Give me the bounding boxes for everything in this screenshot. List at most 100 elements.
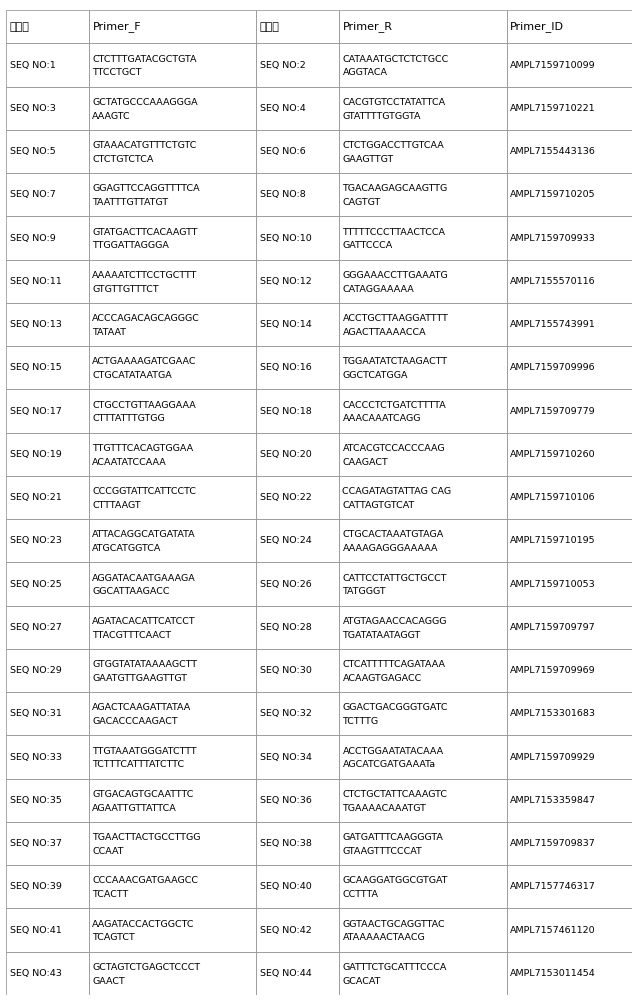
- Bar: [256, 476, 339, 519]
- Text: SEQ NO:41: SEQ NO:41: [10, 926, 61, 935]
- Text: AMPL7159709797: AMPL7159709797: [510, 623, 595, 632]
- Text: AMPL7159709969: AMPL7159709969: [510, 666, 595, 675]
- Bar: [339, 908, 507, 952]
- Text: TGATATAATAGGT: TGATATAATAGGT: [343, 631, 420, 640]
- Bar: [89, 606, 256, 649]
- Text: SEQ NO:1: SEQ NO:1: [10, 61, 56, 70]
- Bar: [6, 735, 89, 779]
- Text: AMPL7157461120: AMPL7157461120: [510, 926, 595, 935]
- Bar: [339, 130, 507, 173]
- Text: TCTTTG: TCTTTG: [343, 717, 378, 726]
- Bar: [507, 173, 632, 216]
- Bar: [339, 779, 507, 822]
- Text: ACAATATCCAAA: ACAATATCCAAA: [93, 458, 167, 467]
- Text: ACCCAGACAGCAGGGC: ACCCAGACAGCAGGGC: [93, 314, 200, 323]
- Text: SEQ NO:18: SEQ NO:18: [260, 407, 311, 416]
- Bar: [507, 389, 632, 433]
- Text: CCCAAACGATGAAGCC: CCCAAACGATGAAGCC: [93, 876, 198, 885]
- Text: CTGCATATAATGA: CTGCATATAATGA: [93, 371, 172, 380]
- Bar: [256, 173, 339, 216]
- Bar: [507, 865, 632, 908]
- Text: SEQ NO:15: SEQ NO:15: [10, 363, 61, 372]
- Text: AGACTTAAAACCA: AGACTTAAAACCA: [343, 328, 426, 337]
- Bar: [256, 216, 339, 260]
- Bar: [6, 10, 89, 43]
- Text: GAACT: GAACT: [93, 977, 125, 986]
- Bar: [256, 303, 339, 346]
- Bar: [256, 779, 339, 822]
- Text: GAATGTTGAAGTTGT: GAATGTTGAAGTTGT: [93, 674, 188, 683]
- Text: CCAGATAGTATTAG CAG: CCAGATAGTATTAG CAG: [343, 487, 452, 496]
- Text: AGGTACA: AGGTACA: [343, 68, 387, 77]
- Bar: [507, 779, 632, 822]
- Text: GTAAACATGTTTCTGTC: GTAAACATGTTTCTGTC: [93, 141, 197, 150]
- Bar: [507, 692, 632, 735]
- Text: AMPL7155443136: AMPL7155443136: [510, 147, 596, 156]
- Bar: [507, 87, 632, 130]
- Bar: [256, 649, 339, 692]
- Bar: [339, 476, 507, 519]
- Bar: [256, 10, 339, 43]
- Bar: [6, 173, 89, 216]
- Text: CCTTTA: CCTTTA: [343, 890, 378, 899]
- Bar: [507, 908, 632, 952]
- Text: SEQ NO:29: SEQ NO:29: [10, 666, 61, 675]
- Bar: [89, 43, 256, 87]
- Bar: [256, 908, 339, 952]
- Bar: [256, 433, 339, 476]
- Text: CATAAATGCTCTCTGCC: CATAAATGCTCTCTGCC: [343, 55, 449, 64]
- Text: AMPL7159710106: AMPL7159710106: [510, 493, 595, 502]
- Text: SEQ NO:43: SEQ NO:43: [10, 969, 61, 978]
- Text: ATGTAGAACCACAGGG: ATGTAGAACCACAGGG: [343, 617, 447, 626]
- Text: CCCGGTATTCATTCCTC: CCCGGTATTCATTCCTC: [93, 487, 197, 496]
- Bar: [89, 87, 256, 130]
- Bar: [256, 43, 339, 87]
- Text: AMPL7159710205: AMPL7159710205: [510, 190, 595, 199]
- Text: TGGAATATCTAAGACTT: TGGAATATCTAAGACTT: [343, 357, 448, 366]
- Bar: [339, 87, 507, 130]
- Text: SEQ NO:37: SEQ NO:37: [10, 839, 61, 848]
- Text: GATGATTTCAAGGGTA: GATGATTTCAAGGGTA: [343, 833, 443, 842]
- Bar: [89, 908, 256, 952]
- Bar: [6, 952, 89, 995]
- Bar: [256, 606, 339, 649]
- Bar: [256, 952, 339, 995]
- Bar: [339, 519, 507, 562]
- Text: AAAGTC: AAAGTC: [93, 112, 131, 121]
- Bar: [6, 130, 89, 173]
- Bar: [256, 562, 339, 606]
- Text: AMPL7159710221: AMPL7159710221: [510, 104, 595, 113]
- Bar: [89, 130, 256, 173]
- Text: SEQ NO:33: SEQ NO:33: [10, 753, 61, 762]
- Text: GTGACAGTGCAATTTC: GTGACAGTGCAATTTC: [93, 790, 194, 799]
- Bar: [89, 779, 256, 822]
- Bar: [339, 692, 507, 735]
- Bar: [89, 260, 256, 303]
- Text: GATTCCCA: GATTCCCA: [343, 241, 393, 250]
- Bar: [507, 216, 632, 260]
- Bar: [6, 43, 89, 87]
- Bar: [6, 865, 89, 908]
- Text: GCTAGTCTGAGCTCCCT: GCTAGTCTGAGCTCCCT: [93, 963, 200, 972]
- Text: GGTAACTGCAGGTTAC: GGTAACTGCAGGTTAC: [343, 920, 445, 929]
- Bar: [256, 822, 339, 865]
- Text: AMPL7159709779: AMPL7159709779: [510, 407, 595, 416]
- Text: AMPL7153359847: AMPL7153359847: [510, 796, 596, 805]
- Text: ATCACGTCCACCCAAG: ATCACGTCCACCCAAG: [343, 444, 445, 453]
- Text: SEQ NO:2: SEQ NO:2: [260, 61, 306, 70]
- Bar: [507, 346, 632, 389]
- Text: GTAAGTTTCCCAT: GTAAGTTTCCCAT: [343, 847, 422, 856]
- Text: SEQ NO:13: SEQ NO:13: [10, 320, 61, 329]
- Text: SEQ NO:10: SEQ NO:10: [260, 234, 311, 243]
- Bar: [6, 260, 89, 303]
- Bar: [339, 389, 507, 433]
- Text: 序列号: 序列号: [260, 22, 279, 32]
- Bar: [6, 606, 89, 649]
- Bar: [507, 433, 632, 476]
- Bar: [256, 87, 339, 130]
- Text: ATTACAGGCATGATATA: ATTACAGGCATGATATA: [93, 530, 196, 539]
- Text: SEQ NO:32: SEQ NO:32: [260, 709, 311, 718]
- Text: SEQ NO:27: SEQ NO:27: [10, 623, 61, 632]
- Bar: [89, 476, 256, 519]
- Bar: [507, 822, 632, 865]
